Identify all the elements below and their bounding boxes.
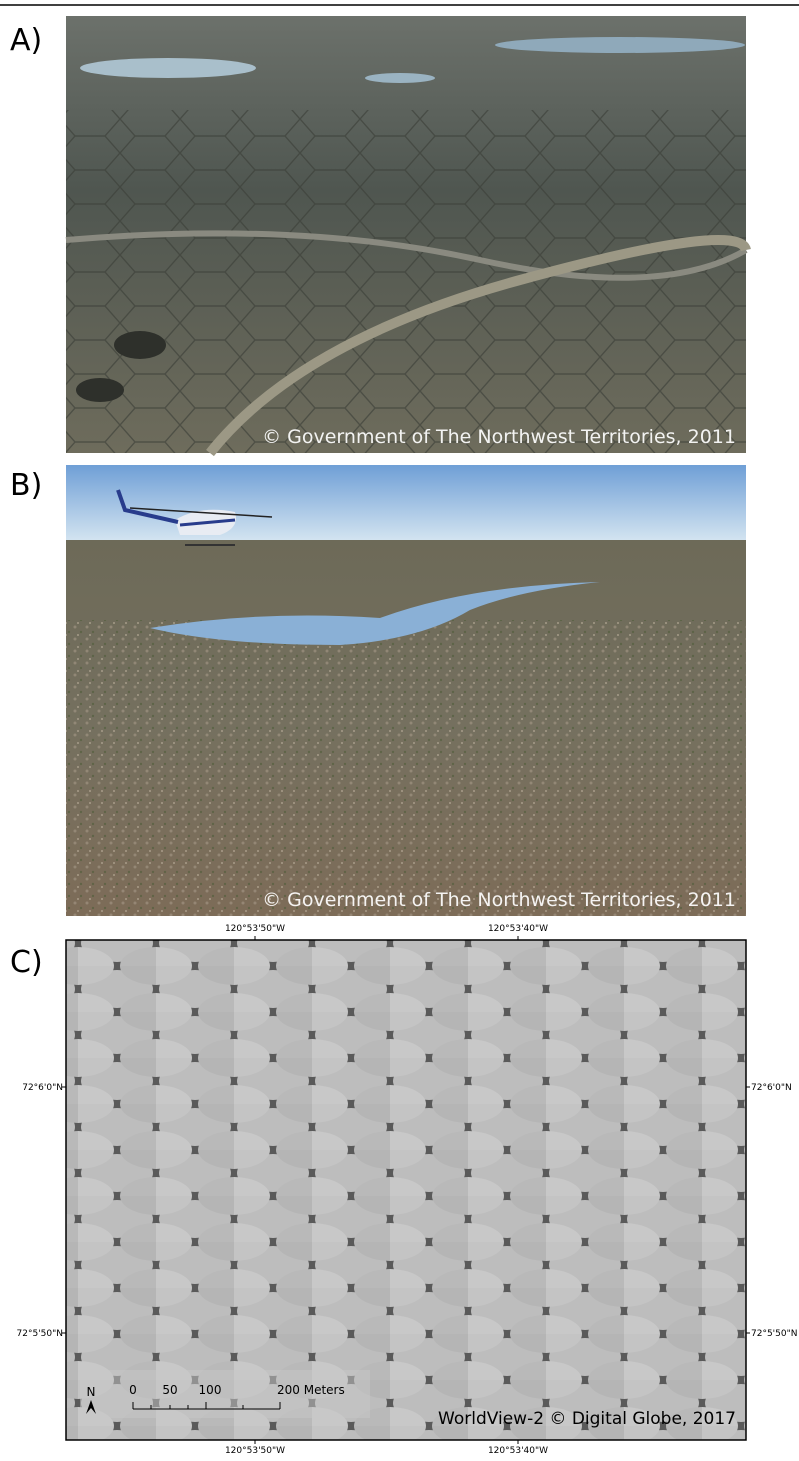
- polygons: [66, 110, 746, 453]
- map-tick: 120°53'40"W: [488, 1446, 548, 1456]
- panel-label: C): [10, 945, 43, 980]
- sky: [66, 465, 746, 545]
- satellite-image: N 0 50 100 200 Meters: [62, 936, 750, 1444]
- map-tick: 72°5'50"N: [17, 1329, 63, 1339]
- page: Figure body { margin: 0; background: #ff…: [0, 0, 799, 1461]
- pingo: [114, 331, 166, 359]
- map-tick: 72°5'50"N: [751, 1329, 797, 1339]
- image-credit: WorldView-2 © Digital Globe, 2017: [438, 1409, 736, 1429]
- lake: [365, 73, 435, 83]
- scale-label: 200 Meters: [277, 1383, 345, 1397]
- map-tick: 120°53'50"W: [225, 1446, 285, 1456]
- photo-credit: © Government of The Northwest Territorie…: [262, 426, 736, 448]
- map-tick: 72°6'0"N: [751, 1083, 792, 1093]
- map-tick: 120°53'50"W: [225, 924, 285, 934]
- lake: [80, 58, 256, 78]
- north-label: N: [87, 1385, 96, 1399]
- lake: [495, 37, 745, 53]
- scale-label: 50: [162, 1383, 177, 1397]
- gravel: [66, 620, 746, 916]
- map-tick: 120°53'40"W: [488, 924, 548, 934]
- panel-label: B): [10, 468, 42, 503]
- body: {"panels": [ {"label": "A)", "credit": "…: [0, 0, 799, 1461]
- polygon-field: [66, 940, 746, 1440]
- photo-credit: © Government of The Northwest Territorie…: [262, 889, 736, 911]
- figure: A) © Government of The Northwest Territo…: [0, 0, 799, 1461]
- photo-b: [66, 465, 746, 916]
- panel-label: A): [10, 23, 42, 58]
- pingo: [76, 378, 124, 402]
- scale-label: 100: [199, 1383, 222, 1397]
- scale-label: 0: [129, 1383, 137, 1397]
- map-tick: 72°6'0"N: [22, 1083, 63, 1093]
- photo-a: [66, 16, 746, 453]
